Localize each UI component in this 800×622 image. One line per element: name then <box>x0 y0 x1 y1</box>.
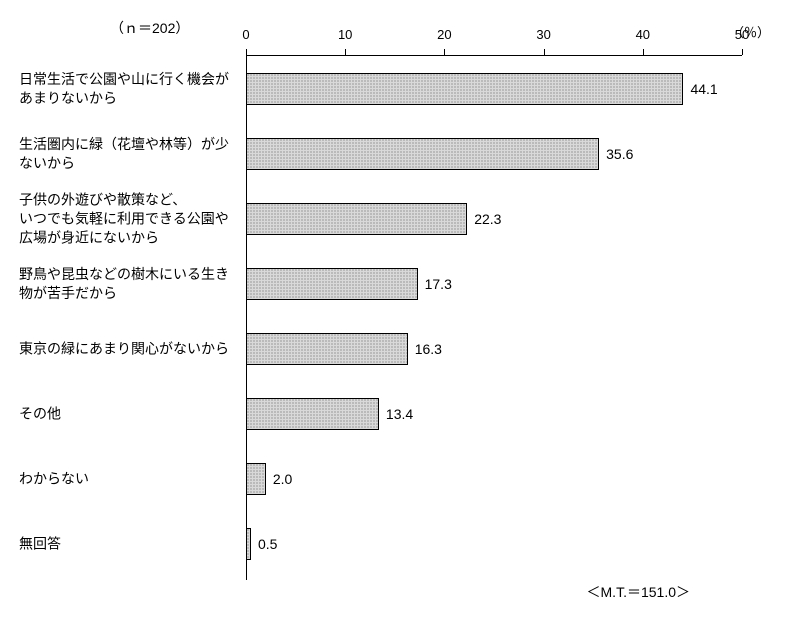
bar-row: 東京の緑にあまり関心がないから16.3 <box>246 333 408 365</box>
bar-row: 生活圏内に緑（花壇や林等）が少ないから35.6 <box>246 138 599 170</box>
category-label: わからない <box>19 470 234 489</box>
sample-size-label: （ｎ＝202） <box>110 18 189 38</box>
bar: 2.0 <box>246 463 266 495</box>
bar-value-label: 13.4 <box>386 406 413 422</box>
category-label: 無回答 <box>19 535 234 554</box>
bar-row: 日常生活で公園や山に行く機会があまりないから44.1 <box>246 73 683 105</box>
category-label: 東京の緑にあまり関心がないから <box>19 340 234 359</box>
category-label: 生活圏内に緑（花壇や林等）が少ないから <box>19 135 234 173</box>
plot-area: 01020304050日常生活で公園や山に行く機会があまりないから44.1生活圏… <box>246 55 742 580</box>
category-label: 野鳥や昆虫などの樹木にいる生き物が苦手だから <box>19 265 234 303</box>
x-tick-mark <box>444 49 445 55</box>
x-tick-label: 50 <box>735 27 749 42</box>
bar: 22.3 <box>246 203 467 235</box>
x-tick-mark <box>643 49 644 55</box>
chart-container: （ｎ＝202） （％） ＜M.T.＝151.0＞ 01020304050日常生活… <box>0 0 800 622</box>
y-axis-line <box>246 55 247 580</box>
bar-value-label: 2.0 <box>273 471 292 487</box>
x-tick-mark <box>742 49 743 55</box>
x-tick-label: 20 <box>437 27 451 42</box>
bar: 0.5 <box>246 528 251 560</box>
bar: 35.6 <box>246 138 599 170</box>
category-label: 日常生活で公園や山に行く機会があまりないから <box>19 70 234 108</box>
mt-footer-label: ＜M.T.＝151.0＞ <box>587 582 690 602</box>
bar-value-label: 35.6 <box>606 146 633 162</box>
bar: 16.3 <box>246 333 408 365</box>
category-label: 子供の外遊びや散策など、 いつでも気軽に利用できる公園や広場が身近にないから <box>19 191 234 248</box>
bar-value-label: 22.3 <box>474 211 501 227</box>
bar-value-label: 0.5 <box>258 536 277 552</box>
x-tick-mark <box>544 49 545 55</box>
x-tick-mark <box>246 49 247 55</box>
x-tick-mark <box>345 49 346 55</box>
x-tick-label: 30 <box>536 27 550 42</box>
bar-row: わからない2.0 <box>246 463 266 495</box>
bar: 13.4 <box>246 398 379 430</box>
bar-value-label: 17.3 <box>425 276 452 292</box>
bar-value-label: 16.3 <box>415 341 442 357</box>
x-tick-label: 0 <box>242 27 249 42</box>
bar-row: 子供の外遊びや散策など、 いつでも気軽に利用できる公園や広場が身近にないから22… <box>246 203 467 235</box>
x-tick-label: 10 <box>338 27 352 42</box>
category-label: その他 <box>19 405 234 424</box>
x-axis-line <box>246 55 742 56</box>
bar-row: 無回答0.5 <box>246 528 251 560</box>
x-tick-label: 40 <box>636 27 650 42</box>
bar-row: その他13.4 <box>246 398 379 430</box>
bar-row: 野鳥や昆虫などの樹木にいる生き物が苦手だから17.3 <box>246 268 418 300</box>
bar: 17.3 <box>246 268 418 300</box>
bar-value-label: 44.1 <box>690 81 717 97</box>
bar: 44.1 <box>246 73 683 105</box>
